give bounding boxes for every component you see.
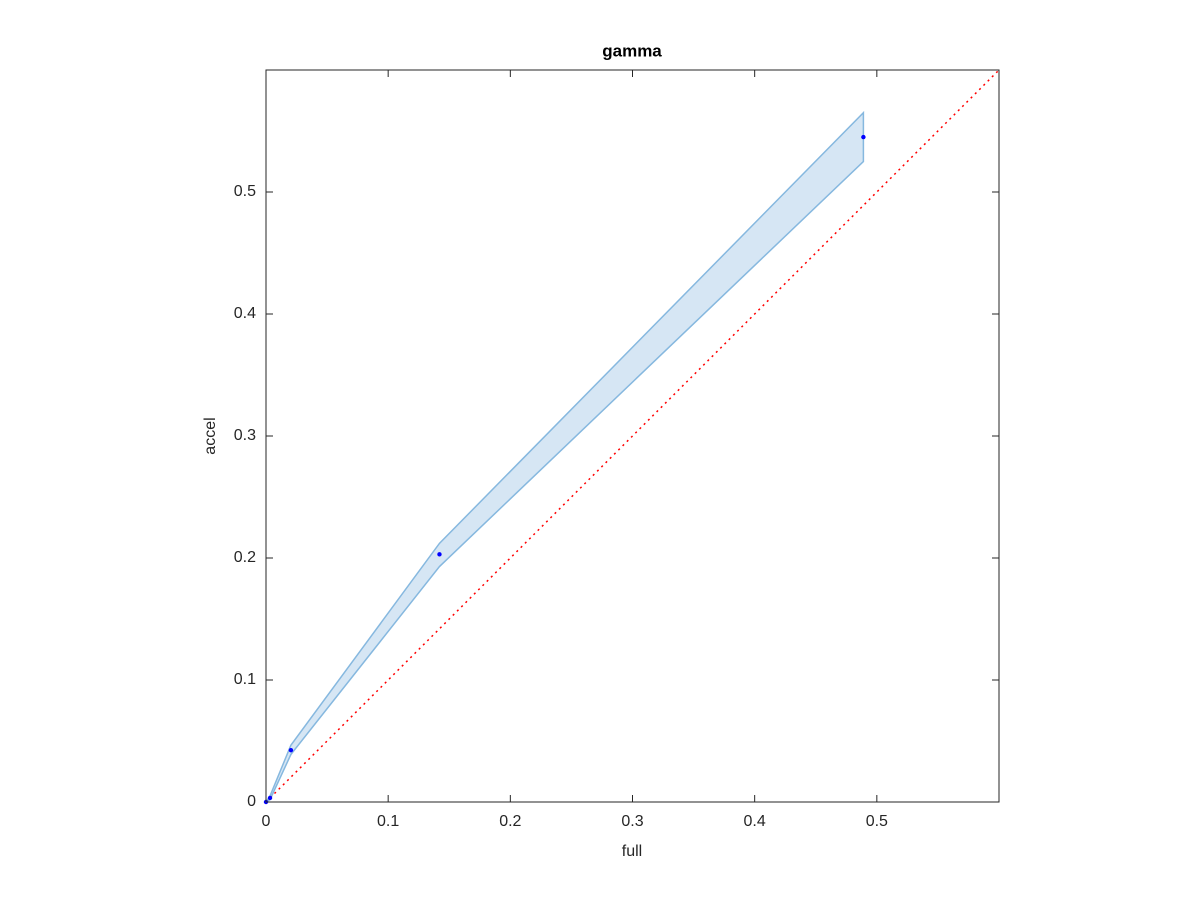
x-axis-label: full xyxy=(622,843,642,860)
point xyxy=(437,552,442,557)
point xyxy=(288,747,294,753)
x-tick-label: 0.4 xyxy=(744,813,766,830)
y-tick-label: 0.3 xyxy=(234,427,256,444)
y-tick-label: 0.5 xyxy=(234,183,256,200)
chart-title: gamma xyxy=(602,41,662,60)
reference-line xyxy=(265,69,1000,803)
x-tick-label: 0.2 xyxy=(499,813,521,830)
x-tick-label: 0 xyxy=(262,813,271,830)
point xyxy=(267,795,273,801)
y-tick-label: 0.1 xyxy=(234,671,256,688)
y-axis-label: accel xyxy=(202,417,219,454)
y-tick-label: 0.4 xyxy=(234,305,256,322)
point xyxy=(861,134,866,140)
x-tick-label: 0.3 xyxy=(621,813,643,830)
y-tick-label: 0.2 xyxy=(234,549,256,566)
y-tick-label: 0 xyxy=(247,793,256,810)
confidence-band xyxy=(265,110,865,803)
x-tick-label: 0.5 xyxy=(866,813,888,830)
x-tick-label: 0.1 xyxy=(377,813,399,830)
